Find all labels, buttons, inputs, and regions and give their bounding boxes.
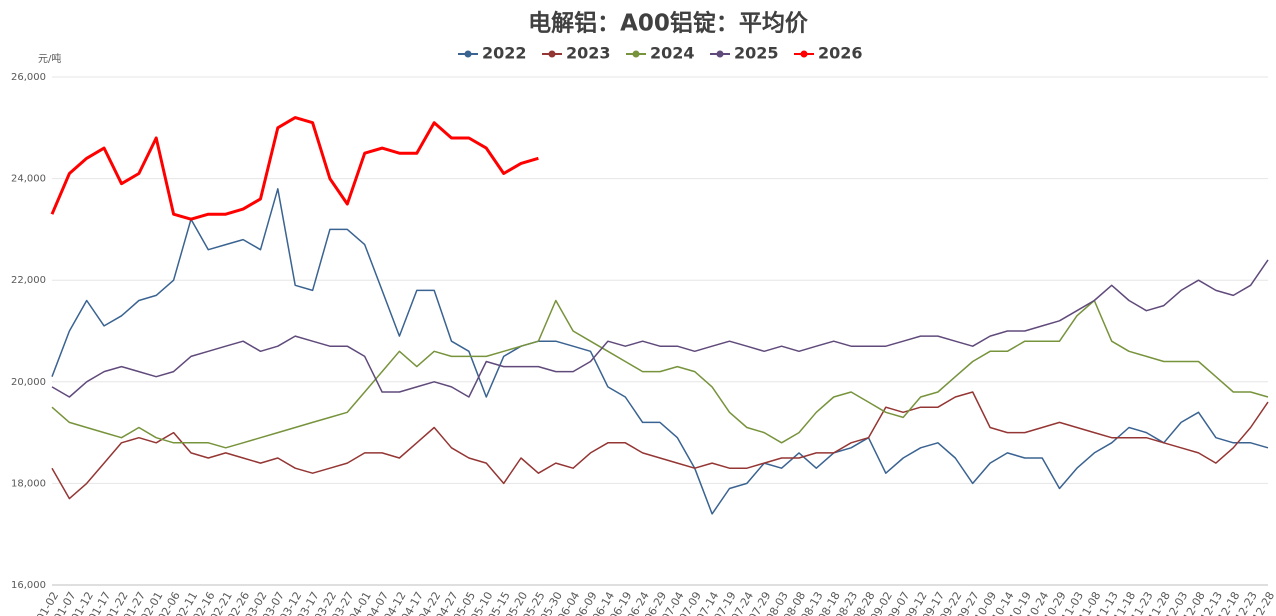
legend-marker [800,50,808,58]
y-tick-label: 22,000 [11,275,46,286]
legend-label: 2022 [482,44,527,63]
legend-marker [548,50,556,58]
y-tick-label: 26,000 [11,72,46,83]
legend-item: 2024 [626,44,695,63]
series-line [51,259,1269,398]
y-tick-label: 16,000 [11,580,46,591]
y-tick-label: 20,000 [11,377,46,388]
series-line [51,299,1269,449]
legend-label: 2024 [650,44,695,63]
legend-label: 2026 [818,44,863,63]
series-line [51,391,1269,500]
legend-marker [632,50,640,58]
legend-item: 2026 [794,44,863,63]
legend-item: 2022 [458,44,527,63]
legend-marker [716,50,724,58]
y-tick-label: 24,000 [11,174,46,185]
series-line [50,116,539,221]
legend-item: 2023 [542,44,611,63]
series-line [51,188,1269,515]
legend-item: 2025 [710,44,779,63]
y-unit: 元/吨 [38,52,61,65]
y-tick-label: 18,000 [11,478,46,489]
legend-label: 2023 [566,44,611,63]
legend-label: 2025 [734,44,779,63]
legend-marker [464,50,472,58]
chart-title: 电解铝：A00铝锭：平均价 [528,10,809,37]
